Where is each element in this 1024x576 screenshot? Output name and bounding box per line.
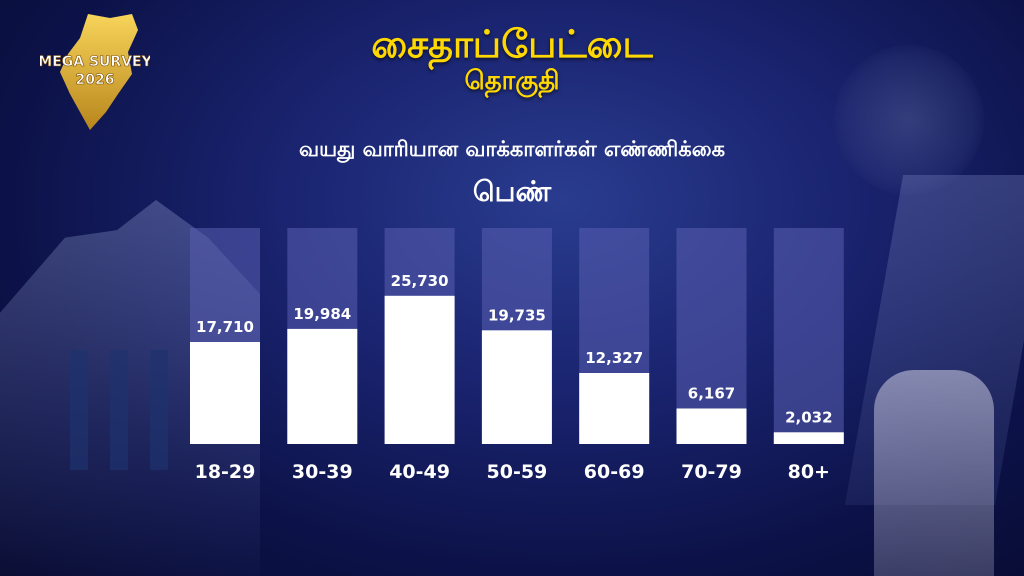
gender-label: பெண் [472, 175, 552, 208]
bar-value-label: 17,710 [196, 318, 254, 336]
bar [481, 330, 552, 444]
category-label: 50-59 [487, 461, 548, 483]
category-label: 80+ [788, 461, 830, 483]
category-label: 70-79 [681, 461, 742, 483]
category-label: 60-69 [584, 461, 645, 483]
bar-track [773, 228, 844, 444]
building-column [150, 350, 168, 470]
category-label: 40-49 [389, 461, 450, 483]
bar-value-label: 19,984 [293, 305, 351, 323]
bar-track [676, 228, 747, 444]
background-voter-hand [874, 370, 994, 576]
chart-heading: வயது வாரியான வாக்காளர்கள் எண்ணிக்கை [298, 137, 726, 161]
logo-line2: 2026 [76, 72, 115, 88]
bar-value-label: 19,735 [488, 306, 546, 324]
bar [287, 328, 358, 444]
category-label: 18-29 [195, 461, 256, 483]
bar-value-label: 2,032 [785, 408, 832, 426]
building-column [110, 350, 128, 470]
bar-value-label: 12,327 [585, 349, 643, 367]
constituency-title: சைதாப்பேட்டை [371, 22, 653, 66]
background-ballot-stamp [834, 45, 984, 195]
constituency-subtitle: தொகுதி [464, 66, 560, 96]
bar [384, 295, 455, 444]
logo-line1: MEGA SURVEY [40, 54, 150, 70]
bar-value-label: 25,730 [391, 272, 449, 290]
bar [190, 341, 260, 444]
tamil-nadu-map-icon: MEGA SURVEY 2026 [38, 14, 153, 130]
bar [773, 432, 844, 444]
bar-value-label: 6,167 [688, 384, 735, 402]
bar [676, 408, 747, 444]
mega-survey-logo: MEGA SURVEY 2026 [38, 12, 153, 132]
building-column [70, 350, 88, 470]
category-label: 30-39 [292, 461, 353, 483]
bar [579, 372, 650, 444]
